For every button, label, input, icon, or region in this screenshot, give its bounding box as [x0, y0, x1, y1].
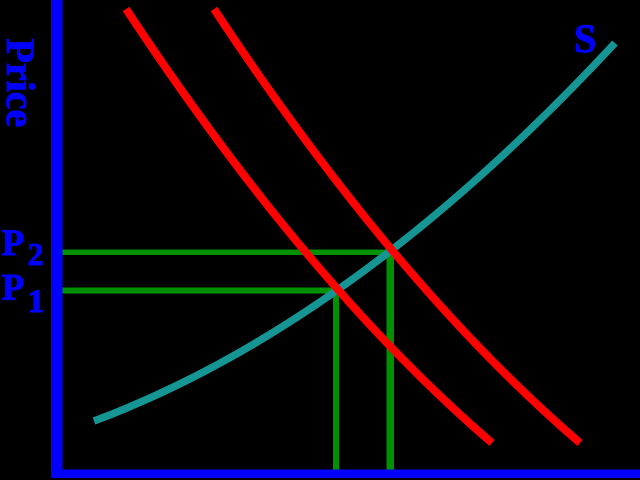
- svg-text:1: 1: [28, 284, 45, 320]
- svg-text:P: P: [2, 223, 25, 264]
- svg-text:2: 2: [28, 236, 44, 272]
- svg-text:P: P: [2, 268, 25, 309]
- svg-text:Price: Price: [0, 39, 43, 128]
- svg-text:S: S: [574, 16, 596, 61]
